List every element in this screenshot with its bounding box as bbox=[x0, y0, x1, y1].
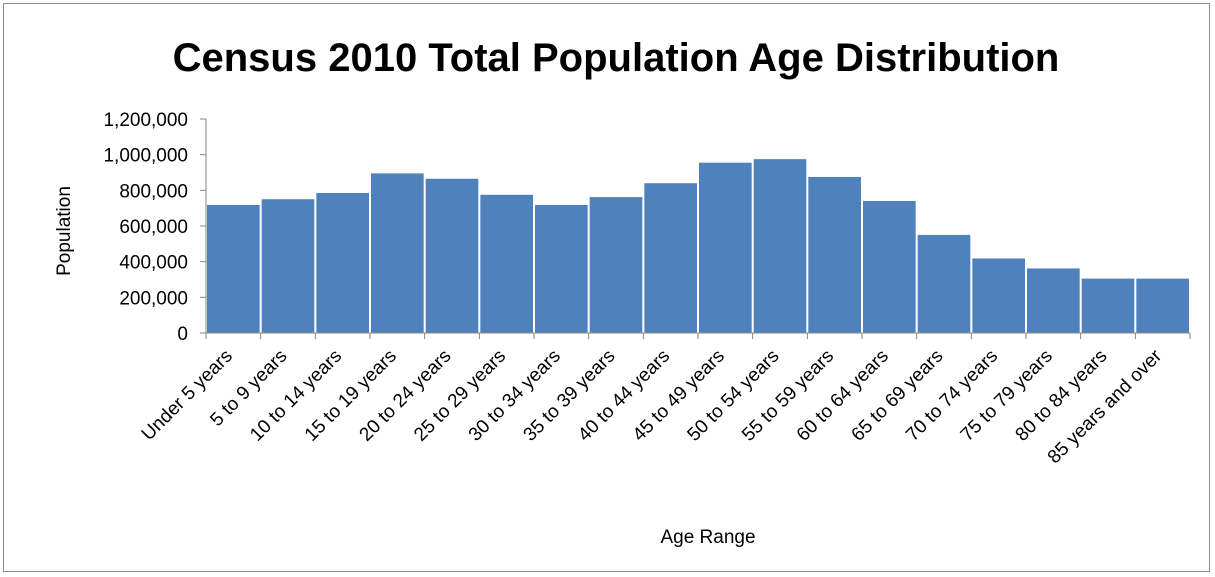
bar bbox=[644, 183, 697, 333]
y-tick-label: 600,000 bbox=[119, 217, 188, 238]
y-tick-label: 800,000 bbox=[119, 181, 188, 202]
bar bbox=[1027, 268, 1080, 333]
bar bbox=[1136, 278, 1189, 333]
bar bbox=[972, 258, 1025, 333]
x-axis-title: Age Range bbox=[660, 527, 755, 548]
y-tick-label: 0 bbox=[177, 324, 188, 345]
bar bbox=[371, 173, 424, 333]
bar bbox=[480, 194, 533, 333]
y-tick-label: 1,200,000 bbox=[103, 110, 188, 131]
y-axis-title: Population bbox=[54, 186, 75, 276]
bar bbox=[863, 201, 916, 333]
bar bbox=[589, 197, 643, 333]
bar bbox=[535, 204, 588, 333]
bar bbox=[917, 234, 971, 333]
bar bbox=[316, 193, 369, 333]
bar bbox=[1081, 278, 1135, 333]
bar bbox=[699, 162, 752, 333]
bar bbox=[207, 204, 260, 333]
y-tick-label: 1,000,000 bbox=[103, 146, 188, 167]
chart-title: Census 2010 Total Population Age Distrib… bbox=[173, 36, 1060, 80]
y-tick-label: 400,000 bbox=[119, 253, 188, 274]
bar bbox=[425, 178, 479, 333]
bar bbox=[753, 159, 807, 333]
bar bbox=[808, 176, 861, 333]
y-tick-label: 200,000 bbox=[119, 288, 188, 309]
bar bbox=[261, 199, 315, 333]
